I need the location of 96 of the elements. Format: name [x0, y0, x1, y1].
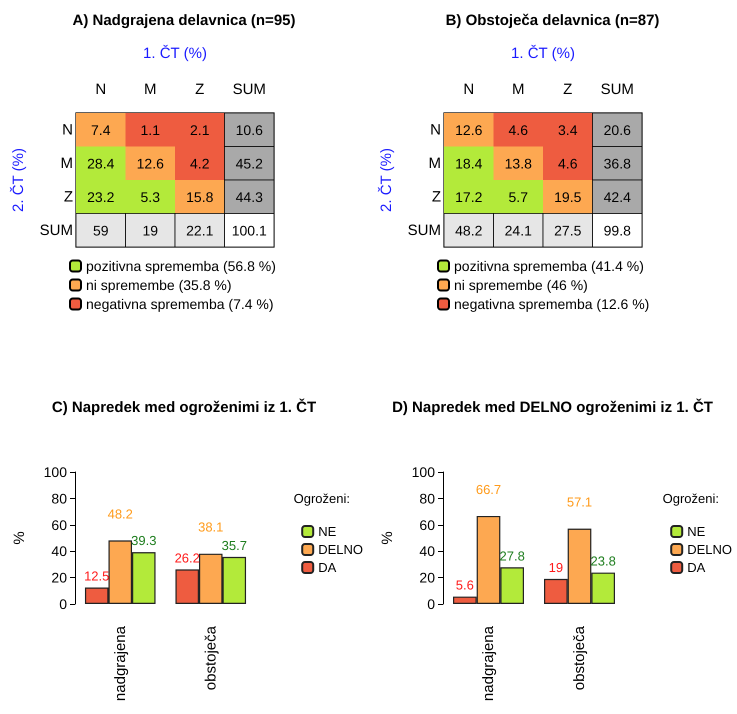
x-tick-label: N: [95, 81, 106, 98]
x-tick-label: nadgrajena: [480, 625, 497, 702]
data-label: 17.2: [455, 188, 483, 205]
data-label: 7.4: [91, 122, 111, 138]
data-label: 19: [142, 222, 158, 238]
y-axis-title: 2. ČT (%): [9, 148, 27, 212]
x-tick-label: M: [512, 81, 524, 98]
y-tick-label: 80: [419, 490, 436, 506]
x-tick-label: obstoječa: [202, 625, 220, 690]
data-label: 100.1: [232, 222, 267, 238]
y-tick-label: 60: [419, 516, 436, 533]
legend-label: DA: [687, 560, 706, 575]
legend-label: negativna sprememba (7.4 %): [86, 296, 274, 312]
data-label: 66.7: [476, 482, 502, 497]
y-tick-label: 60: [51, 516, 68, 533]
data-label: 45.2: [236, 155, 264, 172]
y-tick-label: 0: [59, 596, 68, 612]
data-label: 48.2: [455, 222, 483, 238]
data-label: 20.6: [604, 122, 632, 138]
y-tick-label: N: [430, 121, 441, 138]
data-label: 23.2: [87, 188, 115, 205]
legend-title: Ogroženi:: [662, 491, 720, 506]
data-label: 5.7: [508, 188, 528, 205]
y-axis-title: %: [379, 531, 396, 545]
y-tick-label: 20: [419, 570, 436, 586]
legend-label: ni spremembe (35.8 %): [86, 277, 232, 293]
data-label: 48.2: [108, 506, 133, 522]
y-tick-label: 40: [51, 543, 68, 560]
legend-label: ni spremembe (46 %): [454, 277, 588, 293]
chart-title: A) Nadgrajena delavnica (n=95): [72, 12, 296, 29]
x-tick-label: N: [463, 81, 474, 98]
chart-title: B) Obstoječa delavnica (n=87): [446, 12, 660, 29]
data-label: 28.4: [87, 155, 115, 172]
data-label: 59: [92, 222, 109, 238]
data-label: 4.6: [508, 122, 528, 138]
data-label: 39.3: [131, 533, 156, 548]
y-tick-label: M: [60, 154, 73, 172]
x-axis-title: 1. ČT (%): [511, 44, 575, 62]
data-label: 15.8: [186, 188, 214, 205]
y-tick-label: M: [428, 154, 441, 172]
data-label: 18.4: [455, 155, 483, 172]
data-label: 19: [548, 560, 564, 575]
data-label: 19.5: [554, 188, 582, 205]
legend-title: Ogroženi:: [294, 491, 350, 506]
y-tick-label: 0: [427, 596, 436, 612]
y-tick-label: Z: [64, 188, 73, 206]
data-label: 35.7: [222, 538, 247, 553]
legend-label: NE: [687, 524, 706, 539]
data-label: 57.1: [566, 494, 592, 510]
y-tick-label: 100: [412, 464, 436, 480]
y-tick-label: SUM: [408, 222, 441, 239]
x-tick-label: Z: [195, 81, 204, 98]
y-tick-label: Z: [432, 188, 441, 206]
x-tick-label: SUM: [600, 81, 634, 98]
legend-label: pozitivna sprememba (41.4 %): [454, 258, 644, 274]
chart-title: C) Napredek med ogroženimi iz 1. ČT: [52, 398, 316, 416]
data-label: 4.6: [558, 155, 578, 172]
y-tick-label: 80: [51, 490, 68, 506]
data-label: 12.6: [136, 155, 164, 172]
legend-label: DELNO: [318, 542, 364, 557]
legend-label: negativna sprememba (12.6 %): [454, 296, 650, 312]
data-label: 44.3: [236, 188, 264, 205]
data-label: 13.8: [504, 155, 532, 172]
y-axis-title: %: [11, 531, 28, 545]
data-label: 38.1: [198, 520, 224, 535]
y-axis-title: 2. ČT (%): [377, 148, 395, 212]
x-tick-label: SUM: [232, 81, 266, 98]
x-tick-label: obstoječa: [571, 625, 588, 690]
legend-label: pozitivna sprememba (56.8 %): [86, 258, 276, 274]
data-label: 27.5: [554, 222, 582, 238]
x-tick-label: Z: [563, 81, 572, 98]
y-tick-label: N: [62, 121, 73, 138]
data-label: 99.8: [604, 222, 632, 238]
data-label: 12.6: [455, 122, 483, 138]
x-tick-label: M: [144, 81, 156, 98]
y-tick-label: 40: [419, 543, 436, 560]
data-label: 2.1: [190, 122, 210, 138]
data-label: 22.1: [186, 222, 214, 238]
data-label: 3.4: [558, 122, 578, 138]
legend-label: DELNO: [687, 542, 732, 557]
data-label: 5.6: [456, 578, 474, 593]
data-label: 10.6: [236, 122, 264, 138]
x-tick-label: nadgrajena: [112, 625, 129, 702]
data-label: 42.4: [604, 188, 632, 205]
x-axis-title: 1. ČT (%): [143, 44, 207, 62]
legend-label: DA: [318, 560, 337, 575]
legend-label: NE: [318, 524, 337, 539]
data-label: 36.8: [604, 155, 632, 172]
data-label: 4.2: [190, 155, 210, 172]
y-tick-label: SUM: [40, 222, 73, 239]
y-tick-label: 100: [44, 464, 68, 480]
data-label: 24.1: [504, 222, 532, 238]
data-label: 5.3: [140, 188, 160, 205]
y-tick-label: 20: [51, 570, 68, 586]
data-label: 1.1: [140, 122, 160, 138]
chart-title: D) Napredek med DELNO ogroženimi iz 1. ČT: [392, 398, 713, 416]
